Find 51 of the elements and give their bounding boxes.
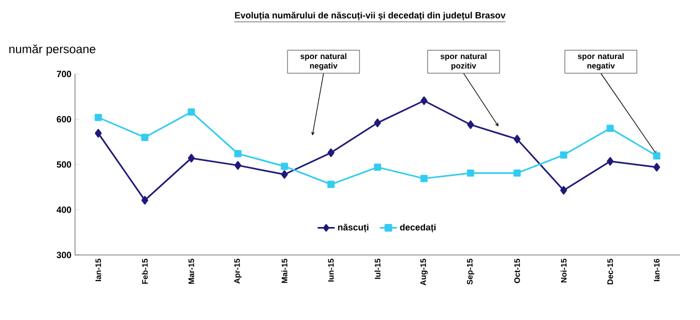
point xyxy=(327,180,335,188)
y-axis-title: număr persoane xyxy=(9,44,96,56)
point xyxy=(653,162,660,172)
x-tick-label: Noi-15 xyxy=(560,258,567,282)
point xyxy=(281,170,288,179)
point xyxy=(94,114,102,122)
legend-label: născuți xyxy=(338,224,368,232)
legend-label: decedați xyxy=(400,224,436,232)
y-tick-label: 400 xyxy=(56,206,72,213)
point xyxy=(141,196,148,205)
point xyxy=(420,174,428,182)
point xyxy=(234,161,242,170)
y-tick-label: 700 xyxy=(56,70,72,78)
point xyxy=(466,169,474,177)
annotation: spor natural negativ xyxy=(578,53,624,70)
point xyxy=(280,162,288,170)
point xyxy=(560,151,568,159)
y-tick-label: 500 xyxy=(56,161,72,168)
point xyxy=(514,134,521,144)
y-tick-label: 300 xyxy=(56,252,72,258)
x-tick-label: Iul-15 xyxy=(374,258,380,279)
point xyxy=(374,118,381,128)
point xyxy=(94,128,102,138)
y-tick-label: 600 xyxy=(56,116,72,122)
x-tick-label: Mai-15 xyxy=(281,258,288,283)
x-tick-label: Iun-15 xyxy=(328,258,334,282)
point xyxy=(234,150,242,158)
point xyxy=(188,154,195,162)
point xyxy=(653,152,660,160)
x-tick-label: Oct-15 xyxy=(514,258,520,284)
point xyxy=(188,108,195,116)
x-tick-label: Ian-15 xyxy=(95,258,102,282)
x-tick-label: Aug-15 xyxy=(420,258,428,286)
x-tick-label: Feb-15 xyxy=(142,258,148,284)
chart-title: Evoluția numărului de născuți-vii și decedați din județul Brasov xyxy=(235,12,506,20)
x-tick-label: Dec-15 xyxy=(607,258,613,284)
text: spor natural pozitiv xyxy=(440,53,486,70)
point xyxy=(374,164,382,171)
text: spor natural negativ xyxy=(300,53,346,70)
point xyxy=(467,120,474,129)
x-tick-label: Sep-15 xyxy=(466,258,474,285)
point xyxy=(606,157,614,166)
point xyxy=(420,96,428,105)
x-tick-label: Apr-15 xyxy=(234,258,242,284)
point xyxy=(141,134,148,141)
x-tick-label: Ian-16 xyxy=(654,258,660,282)
point xyxy=(606,124,614,132)
point xyxy=(328,148,334,158)
point xyxy=(514,169,521,177)
point xyxy=(560,186,568,195)
x-tick-label: Mar-15 xyxy=(188,258,194,284)
